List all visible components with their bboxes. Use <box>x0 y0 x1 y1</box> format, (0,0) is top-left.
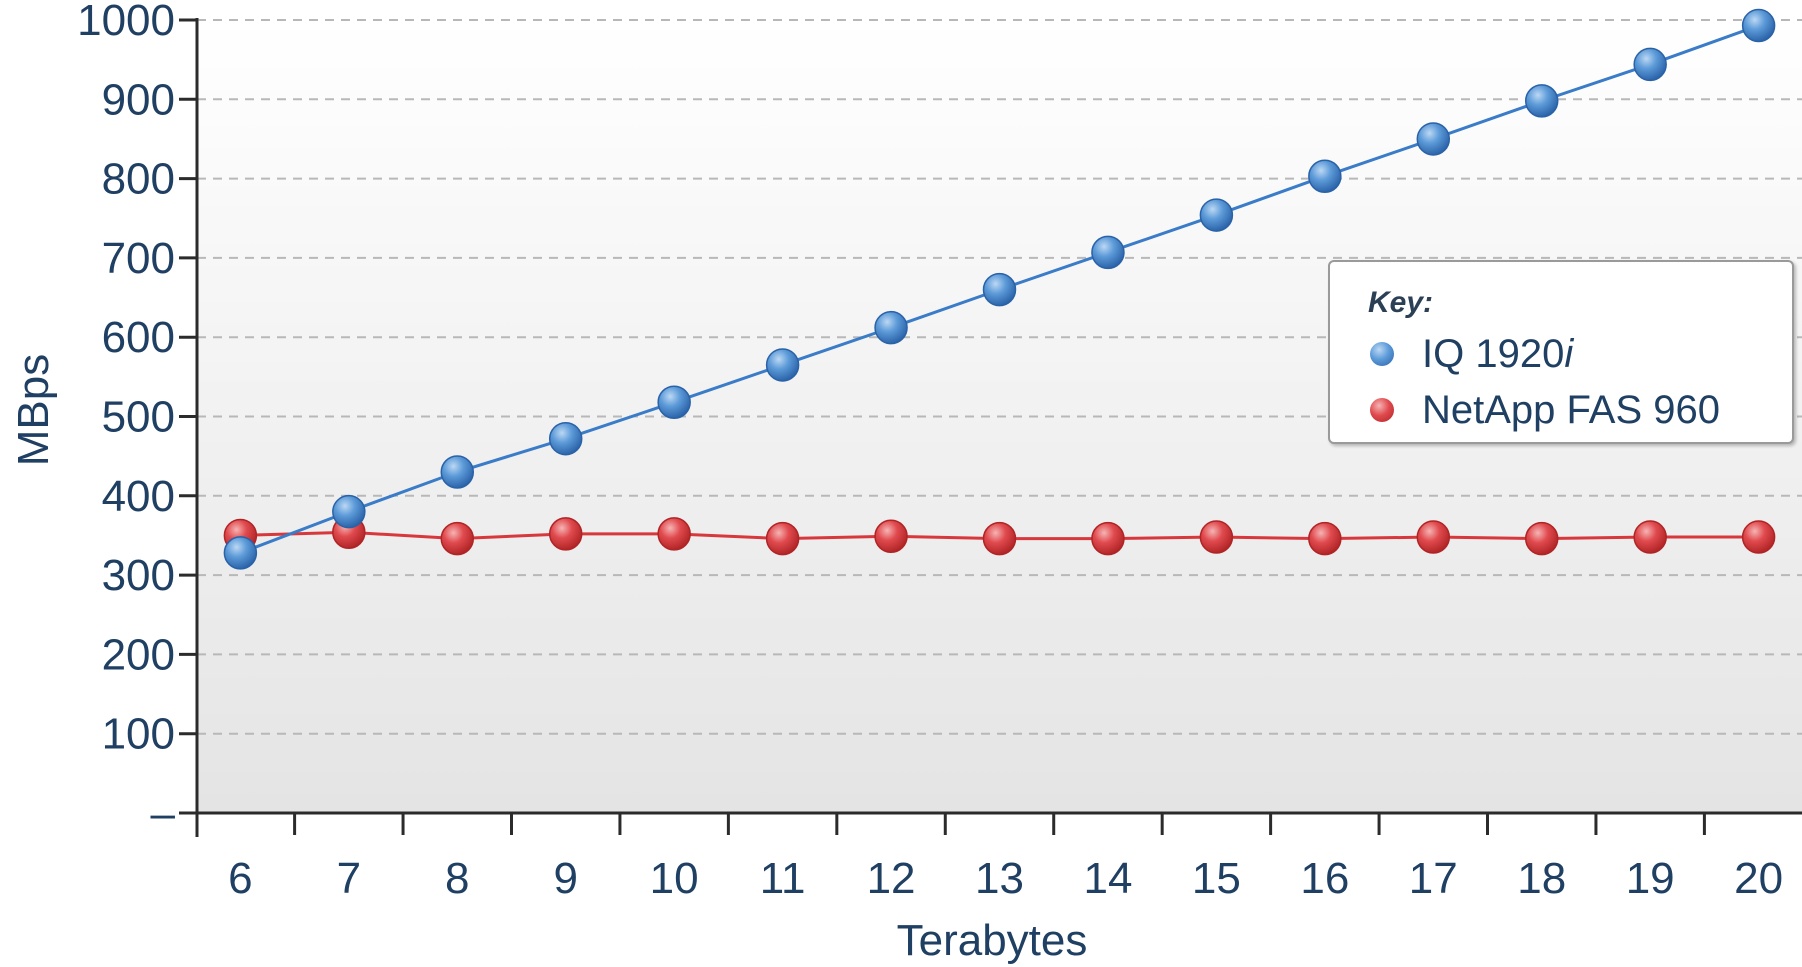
y-axis-title: MBps <box>9 354 58 466</box>
data-point-series0-x20 <box>1741 8 1776 43</box>
data-point-series0-x15 <box>1199 198 1234 232</box>
data-point-series0-x9 <box>548 421 583 456</box>
data-point-series1-x13 <box>982 521 1017 556</box>
legend-marker-blue <box>1370 342 1394 366</box>
data-point-series0-x7 <box>332 494 366 529</box>
data-point-series1-x19 <box>1633 520 1667 554</box>
y-tick-label-7: 700 <box>102 234 175 283</box>
data-point-series1-x16 <box>1308 521 1342 556</box>
x-tick-label-17: 17 <box>1409 854 1458 903</box>
y-tick-label-2: 200 <box>102 630 175 679</box>
data-point-series0-x14 <box>1091 235 1125 270</box>
legend-label-netapp-fas-960: NetApp FAS 960 <box>1422 387 1720 432</box>
x-tick-label-16: 16 <box>1300 854 1349 903</box>
axes <box>195 18 1802 837</box>
data-point-series0-x19 <box>1633 47 1667 82</box>
y-tick-label-1: 100 <box>102 710 175 759</box>
data-point-series1-x12 <box>874 519 908 553</box>
legend-label-iq-1920i-text: IQ 1920 <box>1422 331 1565 376</box>
y-tick-label-10: 1000 <box>77 0 175 45</box>
x-tick-label-11: 11 <box>760 854 806 903</box>
y-tick-label-0: – <box>151 789 176 838</box>
y-tick-label-9: 900 <box>102 75 175 124</box>
legend-item-iq-1920i: IQ 1920i <box>1370 332 1573 376</box>
data-point-series0-x17 <box>1416 122 1451 156</box>
x-tick-label-6: 6 <box>228 854 252 903</box>
legend-item-netapp-fas-960: NetApp FAS 960 <box>1370 388 1720 432</box>
data-point-series1-x18 <box>1524 521 1559 556</box>
data-point-series0-x13 <box>982 272 1017 307</box>
x-tick-label-18: 18 <box>1517 854 1566 903</box>
x-tick-label-8: 8 <box>445 854 469 903</box>
y-tick-label-6: 600 <box>102 313 175 362</box>
x-tick-label-12: 12 <box>867 854 916 903</box>
data-point-series1-x8 <box>440 521 475 556</box>
x-axis-ticks: 6 7 8 9 10 11 12 13 14 15 16 17 18 19 20 <box>228 813 1783 903</box>
legend-title: Key: <box>1368 286 1434 319</box>
gridlines <box>197 19 1802 735</box>
x-tick-label-15: 15 <box>1192 854 1241 903</box>
x-tick-label-7: 7 <box>337 854 361 903</box>
data-point-series1-x9 <box>548 517 583 551</box>
data-point-series0-x16 <box>1308 159 1342 193</box>
data-point-series1-x15 <box>1199 520 1234 554</box>
y-tick-label-4: 400 <box>102 472 175 521</box>
legend-label-iq-1920i: IQ 1920i <box>1422 332 1573 377</box>
legend: Key: IQ 1920i NetApp FAS 960 <box>1328 260 1794 444</box>
x-axis-title: Terabytes <box>897 916 1088 965</box>
y-tick-label-3: 300 <box>102 551 175 600</box>
x-tick-label-13: 13 <box>975 854 1024 903</box>
data-point-series0-x10 <box>657 385 691 419</box>
x-tick-label-9: 9 <box>553 854 577 903</box>
data-point-series1-x10 <box>657 517 691 551</box>
data-point-series1-x17 <box>1416 520 1451 554</box>
legend-marker-red <box>1370 398 1394 422</box>
data-point-series0-x12 <box>874 310 908 345</box>
data-point-series1-x11 <box>765 521 800 556</box>
data-point-series0-x18 <box>1524 84 1559 118</box>
legend-label-iq-1920i-suffix: i <box>1564 331 1574 376</box>
series-points <box>223 8 1776 570</box>
x-tick-label-14: 14 <box>1083 854 1132 903</box>
data-point-series0-x8 <box>440 455 475 489</box>
y-axis-ticks: – 100 200 300 400 500 600 700 800 900 1000 <box>77 0 197 838</box>
data-point-series1-x14 <box>1091 521 1125 556</box>
x-tick-label-10: 10 <box>650 854 699 903</box>
y-tick-label-5: 500 <box>102 393 175 442</box>
y-tick-label-8: 800 <box>102 155 175 204</box>
x-tick-label-20: 20 <box>1734 854 1783 903</box>
data-point-series1-x20 <box>1741 520 1776 554</box>
data-point-series0-x11 <box>765 348 800 382</box>
data-point-series0-x6 <box>223 536 258 570</box>
x-tick-label-19: 19 <box>1626 854 1675 903</box>
